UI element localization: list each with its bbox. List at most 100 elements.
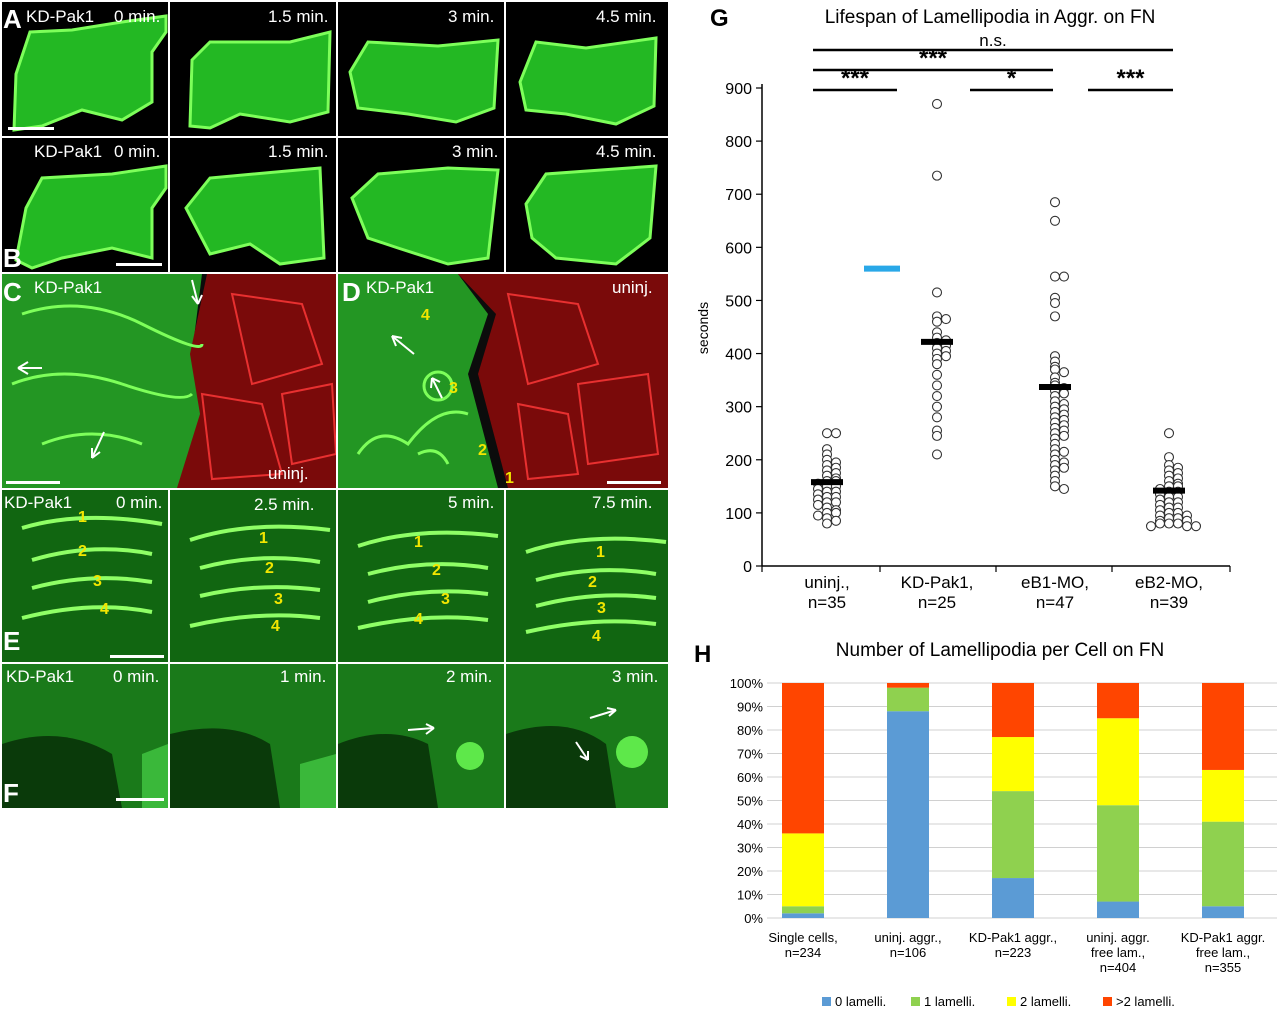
scale-bar <box>8 127 54 130</box>
cell-number: 4 <box>421 307 430 324</box>
bar-segment <box>992 683 1034 738</box>
scale-bar <box>116 798 164 801</box>
legend-label: >2 lamelli. <box>1116 994 1175 1009</box>
cell-number: 1 <box>505 470 514 487</box>
frame-label: 0 min. <box>114 142 161 161</box>
bar-segment <box>992 791 1034 879</box>
frame-label: 7.5 min. <box>592 493 653 512</box>
y-tick-label: 20% <box>737 864 763 879</box>
data-point <box>1058 462 1070 473</box>
data-point <box>1172 518 1184 529</box>
data-point <box>1049 298 1061 309</box>
legend-label: 1 lamelli. <box>924 994 975 1009</box>
legend-label: 2 lamelli. <box>1020 994 1071 1009</box>
bar-segment <box>1097 718 1139 806</box>
panel-b-frame-2 <box>170 138 336 272</box>
data-point <box>1154 518 1166 529</box>
x-category-label: n=404 <box>1100 960 1137 975</box>
data-point <box>1058 271 1070 282</box>
bar-segment <box>782 683 824 834</box>
x-category-label: eB2-MO, <box>1135 573 1203 592</box>
x-category-label: eB1-MO, <box>1021 573 1089 592</box>
legend-swatch <box>1103 997 1112 1006</box>
data-point <box>812 510 824 521</box>
panel-a-frame-1 <box>2 2 168 136</box>
cell-number: 4 <box>100 601 109 618</box>
panel-letter-a: A <box>3 4 22 34</box>
x-category-label: KD-Pak1 aggr., <box>969 930 1057 945</box>
data-point <box>1058 483 1070 495</box>
data-point <box>1049 481 1061 492</box>
x-category-label: n=223 <box>995 945 1032 960</box>
data-point <box>1049 197 1061 208</box>
cell-number: 3 <box>449 380 458 397</box>
y-tick-label: 0% <box>744 911 763 926</box>
panel-b-frame-3 <box>338 138 504 272</box>
x-category-label: n=234 <box>785 945 822 960</box>
panel-c <box>2 274 336 488</box>
y-tick-label: 30% <box>737 841 763 856</box>
cell-number: 2 <box>265 560 274 577</box>
cell-number: 4 <box>592 628 601 645</box>
data-point <box>931 359 943 370</box>
panel-f-frame-1 <box>2 664 168 808</box>
panel-letter-h: H <box>694 641 711 668</box>
frame-label: 2.5 min. <box>254 495 315 514</box>
frame-label: 4.5 min. <box>596 7 657 26</box>
frame-label: 0 min. <box>113 667 160 686</box>
x-category-label: free lam., <box>1196 945 1250 960</box>
frame-label: 5 min. <box>448 493 495 512</box>
legend-swatch <box>822 997 831 1006</box>
frame-label: KD-Pak1 <box>26 7 95 26</box>
legend-swatch <box>1007 997 1016 1006</box>
y-tick-label: 900 <box>725 81 752 98</box>
data-point <box>1058 367 1070 378</box>
x-category-label: n=25 <box>918 593 956 612</box>
frame-label: 1 min. <box>280 667 327 686</box>
frame-label: 3 min. <box>452 142 499 161</box>
cell-number: 1 <box>414 534 423 551</box>
y-tick-label: 300 <box>725 400 752 417</box>
cell-number: 2 <box>478 442 487 459</box>
frame-label: 4.5 min. <box>596 142 657 161</box>
data-point <box>931 369 943 380</box>
data-point <box>1049 311 1061 322</box>
data-point <box>931 98 943 109</box>
frame-label: 1.5 min. <box>268 7 329 26</box>
data-point <box>940 313 952 325</box>
cell-number: 3 <box>441 591 450 608</box>
cell-number: 3 <box>274 591 283 608</box>
bar-segment <box>992 878 1034 918</box>
y-tick-label: 40% <box>737 817 763 832</box>
data-point <box>931 412 943 423</box>
bar-segment <box>1202 683 1244 770</box>
y-tick-label: 50% <box>737 794 763 809</box>
chart-title: Lifespan of Lamellipodia in Aggr. on FN <box>825 7 1156 28</box>
x-category-label: n=39 <box>1150 593 1188 612</box>
data-point <box>1145 521 1157 532</box>
x-category-label: n=35 <box>808 593 846 612</box>
scale-bar <box>6 481 60 484</box>
frame-label: KD-Pak1 <box>4 493 73 512</box>
panel-a-frame-3 <box>338 2 504 136</box>
bar-segment <box>887 683 929 688</box>
y-tick-label: 500 <box>725 293 752 310</box>
panel-e-frame-3 <box>338 490 504 662</box>
panel-e-frame-1 <box>2 490 168 662</box>
x-category-label: n=355 <box>1205 960 1242 975</box>
bar-segment <box>887 687 929 712</box>
data-point <box>821 428 833 439</box>
y-axis-label: seconds <box>695 302 711 354</box>
cell-number: 2 <box>78 543 87 560</box>
y-tick-label: 600 <box>725 240 752 257</box>
panel-c-label: KD-Pak1 <box>34 278 103 297</box>
frame-label: 0 min. <box>114 7 161 26</box>
data-point <box>1190 521 1202 532</box>
panel-c-label-2: uninj. <box>268 464 309 483</box>
frame-label: 1.5 min. <box>268 142 329 161</box>
cell-number: 1 <box>596 544 605 561</box>
panel-f-frame-4 <box>506 664 668 808</box>
panel-e-frame-4 <box>506 490 668 662</box>
panel-a-frame-4 <box>506 2 668 136</box>
y-tick-label: 80% <box>737 723 763 738</box>
